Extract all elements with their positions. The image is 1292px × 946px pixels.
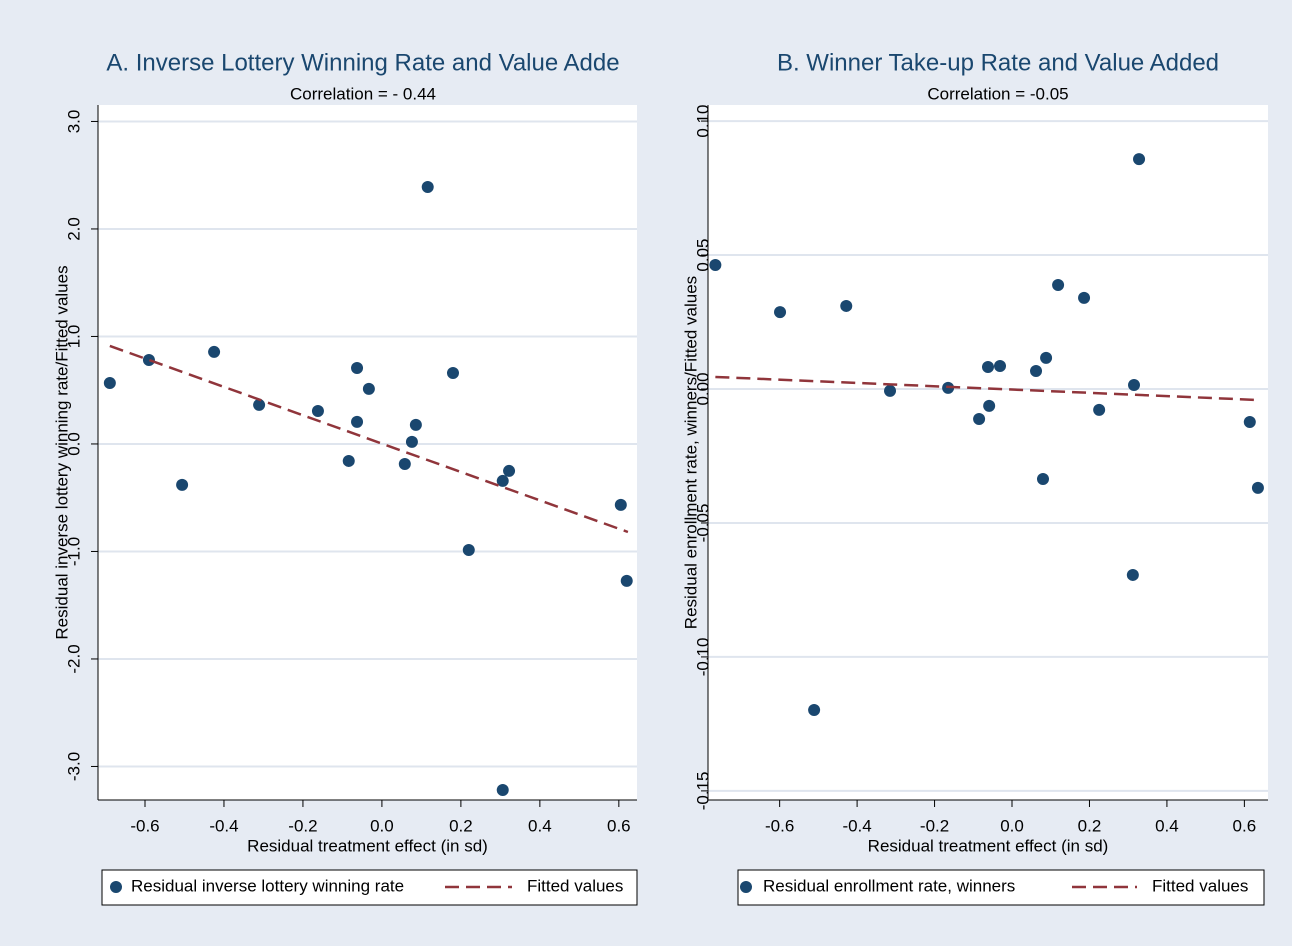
x-tick-label: -0.4 — [842, 816, 871, 835]
x-tick-label: 0.4 — [528, 816, 552, 835]
y-tick-label: 3.0 — [64, 110, 83, 134]
legend-marker — [110, 881, 122, 893]
point — [409, 418, 422, 431]
x-tick-label: -0.2 — [288, 816, 317, 835]
y-tick-label: -1.0 — [64, 537, 83, 566]
point — [421, 181, 434, 194]
y-tick-label: -2.0 — [64, 644, 83, 673]
point — [1078, 291, 1091, 304]
x-tick-label: -0.4 — [209, 816, 238, 835]
x-tick-label: -0.6 — [765, 816, 794, 835]
point — [1243, 415, 1256, 428]
point — [1036, 473, 1049, 486]
y-tick-label: -3.0 — [64, 752, 83, 781]
legend-box — [737, 869, 1265, 906]
point — [362, 382, 375, 395]
y-tick-label: -0.10 — [693, 638, 712, 677]
point — [808, 703, 821, 716]
chart-title: A. Inverse Lottery Winning Rate and Valu… — [106, 49, 619, 76]
x-tick-label: -0.6 — [130, 816, 159, 835]
point — [496, 474, 509, 487]
chart-subtitle: Correlation = - 0.44 — [290, 84, 436, 103]
point — [1133, 153, 1146, 166]
y-tick-label: -0.15 — [693, 772, 712, 811]
x-tick-label: 0.6 — [1233, 816, 1257, 835]
x-tick-label: 0.2 — [449, 816, 473, 835]
legend-label: Fitted values — [527, 876, 623, 895]
point — [840, 299, 853, 312]
plot-area — [708, 105, 1268, 800]
point — [620, 574, 633, 587]
point — [311, 404, 324, 417]
fitted-line — [109, 344, 629, 534]
point — [342, 454, 355, 467]
point — [103, 377, 116, 389]
point — [614, 498, 627, 511]
point — [462, 543, 475, 556]
point — [884, 384, 897, 397]
point — [351, 361, 364, 374]
x-tick-label: -0.2 — [920, 816, 949, 835]
legend-label: Fitted values — [1152, 876, 1248, 895]
point — [1052, 279, 1065, 292]
point — [982, 361, 994, 374]
y-tick-label: 0.10 — [693, 105, 712, 138]
fitted-line — [715, 375, 1258, 402]
point — [176, 478, 189, 491]
legend-label: Residual inverse lottery winning rate — [131, 876, 404, 895]
x-tick-label: 0.0 — [370, 816, 394, 835]
x-tick-label: 0.6 — [607, 816, 631, 835]
point — [1126, 568, 1139, 581]
point — [351, 415, 364, 428]
point — [503, 464, 516, 477]
y-tick-label: 1.0 — [64, 325, 83, 349]
x-axis-label: Residual treatment effect (in sd) — [247, 836, 488, 855]
point — [983, 399, 996, 412]
y-axis-label: Residual inverse lottery winning rate/Fi… — [52, 265, 71, 639]
point — [142, 353, 155, 366]
point — [1030, 365, 1043, 378]
point — [994, 359, 1007, 372]
point — [1128, 378, 1141, 391]
y-tick-label: 2.0 — [64, 217, 83, 241]
point — [774, 306, 787, 319]
point — [496, 784, 509, 797]
x-axis-label: Residual treatment effect (in sd) — [868, 836, 1109, 855]
legend-label: Residual enrollment rate, winners — [763, 876, 1015, 895]
chart-subtitle: Correlation = -0.05 — [927, 84, 1068, 103]
point — [709, 258, 722, 271]
point — [253, 398, 266, 411]
legend-box — [101, 869, 638, 906]
legend-marker — [740, 881, 752, 893]
chart-title: B. Winner Take-up Rate and Value Added — [777, 49, 1219, 76]
x-tick-label: 0.0 — [1000, 816, 1024, 835]
y-axis-label: Residual enrollment rate, winners/Fitted… — [681, 276, 700, 629]
y-tick-label: 0.0 — [64, 432, 83, 456]
x-tick-label: 0.4 — [1155, 816, 1179, 835]
x-tick-label: 0.2 — [1078, 816, 1102, 835]
plot-area — [98, 105, 637, 800]
point — [208, 345, 221, 358]
point — [1040, 351, 1053, 364]
point — [405, 435, 418, 448]
point — [1251, 481, 1264, 494]
point — [973, 413, 986, 426]
point — [1093, 403, 1106, 416]
point — [446, 367, 459, 380]
point — [398, 457, 411, 470]
